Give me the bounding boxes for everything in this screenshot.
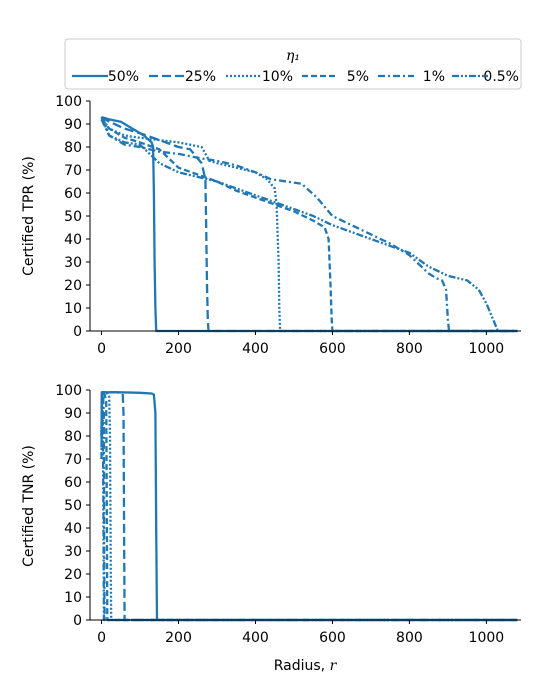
tnr-y-tick-label: 50 bbox=[64, 498, 82, 514]
tpr-series-line-1pct bbox=[100, 118, 518, 333]
tpr-series-line-25pct bbox=[100, 116, 518, 333]
tnr-y-tick-label: 90 bbox=[64, 406, 82, 422]
tnr-y-tick-label: 30 bbox=[64, 544, 82, 560]
tnr-series bbox=[100, 391, 518, 622]
tpr-x-tick-label: 400 bbox=[242, 341, 269, 357]
tnr-y-tick-label: 80 bbox=[64, 429, 82, 445]
tpr-y-tick-label: 70 bbox=[64, 163, 82, 179]
x-axis-title-text: Radius, bbox=[274, 658, 330, 674]
tnr-y-tick-label: 60 bbox=[64, 475, 82, 491]
tpr-x-tick-label: 800 bbox=[396, 341, 423, 357]
tpr-ylabel: Certified TPR (%) bbox=[21, 156, 37, 276]
legend: η₁ 50% 25% 10% 5% 1% 0.5% bbox=[64, 38, 522, 90]
tnr-series-line-5pct bbox=[100, 391, 518, 622]
tnr-series-line-1pct bbox=[100, 391, 518, 622]
tpr-series-line-10pct bbox=[100, 116, 518, 333]
tnr-series-line-10pct bbox=[100, 391, 518, 622]
tnr-x-tick-label: 800 bbox=[396, 630, 423, 646]
tpr-x-tick-label: 1000 bbox=[469, 341, 505, 357]
legend-entry: 5% bbox=[302, 69, 369, 85]
tnr-x-tick-label: 600 bbox=[319, 630, 346, 646]
tpr-y-tick-label: 10 bbox=[64, 301, 82, 317]
legend-label: 1% bbox=[423, 69, 445, 85]
tpr-y-tick-label: 0 bbox=[73, 324, 82, 340]
legend-entry: 0.5% bbox=[452, 69, 519, 85]
tnr-series-line-0p5pct bbox=[100, 391, 518, 622]
tnr-x-tick-label: 200 bbox=[165, 630, 192, 646]
tpr-series-line-50pct bbox=[101, 115, 518, 333]
tnr-x-tick-label: 1000 bbox=[469, 630, 505, 646]
legend-entry: 10% bbox=[226, 69, 293, 85]
tnr-y-tick-label: 10 bbox=[64, 590, 82, 606]
tpr-series bbox=[100, 115, 518, 333]
legend-label: 10% bbox=[262, 69, 293, 85]
tnr-y-tick-label: 70 bbox=[64, 452, 82, 468]
x-axis-title-var: r bbox=[330, 658, 338, 674]
tpr-series-line-5pct bbox=[100, 118, 518, 333]
tnr-y-tick-label: 0 bbox=[73, 613, 82, 629]
tnr-y-tick-label: 100 bbox=[55, 383, 82, 399]
tpr-x-tick-label: 200 bbox=[165, 341, 192, 357]
tnr-x-tick-label: 400 bbox=[242, 630, 269, 646]
tnr-series-line-25pct bbox=[100, 391, 518, 622]
legend-entry: 50% bbox=[72, 69, 139, 85]
legend-label: 25% bbox=[185, 69, 216, 85]
legend-label: 0.5% bbox=[483, 69, 519, 85]
legend-entries: 50% 25% 10% 5% 1% 0.5% bbox=[72, 69, 519, 85]
tpr-x-tick-label: 600 bbox=[319, 341, 346, 357]
tpr-series-line-0p5pct bbox=[100, 116, 518, 333]
tpr-y-tick-label: 20 bbox=[64, 278, 82, 294]
tpr-y-tick-label: 90 bbox=[64, 117, 82, 133]
tpr-y-tick-label: 30 bbox=[64, 255, 82, 271]
tpr-x-tick-label: 0 bbox=[97, 341, 106, 357]
tpr-y-tick-label: 80 bbox=[64, 140, 82, 156]
legend-label: 50% bbox=[108, 69, 139, 85]
tpr-y-tick-label: 40 bbox=[64, 232, 82, 248]
tnr-y-tick-label: 40 bbox=[64, 521, 82, 537]
x-axis-title: Radius, r bbox=[274, 658, 338, 674]
tnr-ylabel: Certified TNR (%) bbox=[21, 445, 37, 567]
legend-title: η₁ bbox=[286, 48, 300, 64]
legend-entry: 1% bbox=[378, 69, 445, 85]
tpr-y-tick-label: 60 bbox=[64, 186, 82, 202]
tpr-y-tick-label: 50 bbox=[64, 209, 82, 225]
legend-entry: 25% bbox=[149, 69, 216, 85]
tnr-x-tick-label: 0 bbox=[97, 630, 106, 646]
legend-label: 5% bbox=[347, 69, 369, 85]
tpr-y-tick-label: 100 bbox=[55, 94, 82, 110]
tnr-series-line-50pct bbox=[100, 391, 518, 622]
tnr-y-tick-label: 20 bbox=[64, 567, 82, 583]
